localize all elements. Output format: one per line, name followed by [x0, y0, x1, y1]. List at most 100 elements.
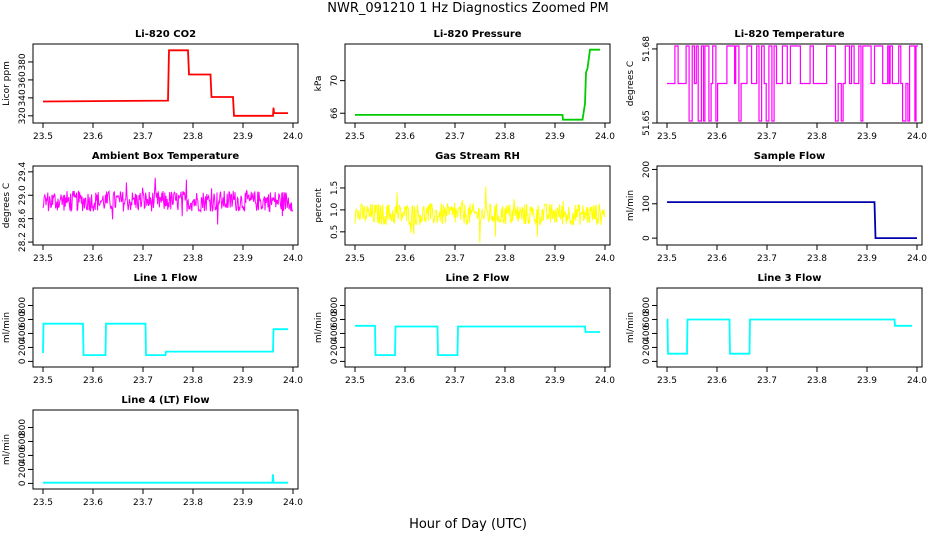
panel-co2: Li-820 CO2 Licor ppm 23.5 23.6 23.7 23.8 23.9 2… — [2, 29, 303, 142]
x-tick-label: 23.8 — [807, 254, 827, 264]
y-tick-label: 51.65 — [642, 110, 652, 136]
x-tick-label: 23.9 — [545, 132, 565, 142]
panel-line4: Line 4 (LT) Flow ml/min 23.5 23.6 23.7 23.8 23… — [2, 395, 303, 508]
x-tick-label: 23.7 — [445, 376, 465, 386]
y-axis-label: degrees C — [2, 183, 12, 228]
x-tick-label: 23.9 — [545, 376, 565, 386]
y-axis-label: ml/min — [626, 312, 636, 343]
x-tick-label: 23.7 — [445, 254, 465, 264]
plot-frame — [32, 43, 299, 124]
plot-title: Li-820 CO2 — [135, 29, 196, 40]
x-tick-label: 23.6 — [83, 376, 103, 386]
x-tick-label: 23.8 — [495, 132, 515, 142]
x-tick-label: 23.7 — [445, 132, 465, 142]
x-tick-label: 23.5 — [33, 498, 53, 508]
y-axis-label: percent — [314, 188, 324, 223]
x-tick-label: 23.5 — [657, 254, 677, 264]
plot-title: Sample Flow — [754, 151, 826, 162]
series-line — [355, 324, 600, 357]
panel-temperature: Li-820 Temperature degrees C 23.5 23.6 23.7 2… — [626, 29, 927, 142]
x-tick-label: 23.8 — [183, 376, 203, 386]
y-axis-label: ml/min — [626, 190, 636, 221]
x-tick-label: 23.6 — [395, 376, 415, 386]
x-tick-label: 23.7 — [133, 376, 153, 386]
x-tick-label: 23.8 — [807, 132, 827, 142]
y-tick-label: 400 — [18, 325, 28, 342]
y-tick-label: 200 — [18, 461, 28, 478]
x-tick-label: 23.9 — [545, 254, 565, 264]
series-line — [355, 48, 600, 121]
x-tick-label: 23.9 — [857, 132, 877, 142]
x-tick-label: 24.0 — [283, 132, 303, 142]
y-tick-label: 320 — [18, 107, 28, 124]
plot-title: Gas Stream RH — [435, 151, 520, 162]
plot-frame — [32, 287, 299, 368]
x-tick-label: 23.5 — [33, 376, 53, 386]
y-tick-label: 0 — [18, 480, 28, 486]
y-tick-label: 360 — [18, 71, 28, 88]
y-tick-label: 0 — [330, 358, 340, 364]
x-tick-label: 23.8 — [183, 132, 203, 142]
y-axis-label: degrees C — [626, 61, 636, 106]
x-tick-label: 23.6 — [395, 254, 415, 264]
series-line — [42, 177, 294, 225]
y-tick-label: 380 — [18, 53, 28, 70]
plot-title: Line 1 Flow — [134, 273, 198, 284]
x-tick-label: 23.6 — [707, 254, 727, 264]
y-tick-label: 800 — [18, 297, 28, 314]
panel-pressure: Li-820 Pressure kPa 23.5 23.6 23.7 23.8 23.9 24… — [314, 29, 615, 142]
y-tick-label: 29.4 — [18, 162, 28, 182]
x-tick-label: 23.7 — [757, 254, 777, 264]
y-tick-label: 100 — [642, 195, 652, 212]
y-tick-label: 0 — [18, 358, 28, 364]
x-tick-label: 23.9 — [233, 376, 253, 386]
x-tick-label: 23.5 — [657, 132, 677, 142]
y-tick-label: 200 — [642, 161, 652, 178]
x-tick-label: 23.5 — [345, 376, 365, 386]
plot-title: Line 2 Flow — [446, 273, 510, 284]
series-line — [666, 318, 912, 355]
y-axis-label: Licor ppm — [2, 61, 12, 106]
x-tick-label: 23.7 — [757, 132, 777, 142]
panel-box-temp: Ambient Box Temperature degrees C 23.5 23.6… — [2, 151, 303, 264]
plot-frame — [656, 287, 923, 368]
panel-line3: Line 3 Flow ml/min 23.5 23.6 23.7 23.8 23.9 24.… — [626, 273, 927, 386]
y-tick-label: 51.68 — [642, 36, 652, 62]
y-tick-label: 200 — [18, 339, 28, 356]
y-tick-label: 600 — [330, 311, 340, 328]
x-tick-label: 23.8 — [183, 498, 203, 508]
y-tick-label: 600 — [642, 311, 652, 328]
y-axis-label: kPa — [314, 76, 324, 92]
panel-rh: Gas Stream RH percent 23.5 23.6 23.7 23.8 23.9… — [314, 151, 615, 264]
series-line — [42, 49, 288, 117]
plot-frame — [32, 409, 299, 490]
x-tick-label: 24.0 — [907, 376, 927, 386]
y-tick-label: 1.0 — [330, 202, 340, 217]
x-tick-label: 24.0 — [283, 254, 303, 264]
x-tick-label: 23.8 — [495, 254, 515, 264]
plot-frame — [344, 165, 611, 246]
x-tick-label: 23.6 — [707, 132, 727, 142]
plot-title: Line 3 Flow — [758, 273, 822, 284]
series-line — [667, 45, 918, 122]
y-tick-label: 400 — [330, 325, 340, 342]
series-line — [354, 186, 606, 243]
x-tick-label: 23.7 — [133, 498, 153, 508]
y-tick-label: 800 — [330, 297, 340, 314]
series-line — [667, 201, 917, 240]
y-tick-label: 28.6 — [18, 208, 28, 228]
series-line — [43, 474, 288, 484]
plot-frame — [656, 43, 923, 124]
y-tick-label: 0 — [642, 358, 652, 364]
x-tick-label: 24.0 — [907, 132, 927, 142]
y-tick-label: 29.0 — [18, 185, 28, 205]
x-tick-label: 24.0 — [595, 376, 615, 386]
panel-line2: Line 2 Flow ml/min 23.5 23.6 23.7 23.8 23.9 24.… — [314, 273, 615, 386]
y-tick-label: 400 — [642, 325, 652, 342]
x-tick-label: 23.9 — [857, 376, 877, 386]
x-tick-label: 23.5 — [657, 376, 677, 386]
y-tick-label: 200 — [642, 339, 652, 356]
x-tick-label: 23.5 — [345, 254, 365, 264]
y-tick-label: 340 — [18, 89, 28, 106]
x-tick-label: 23.8 — [807, 376, 827, 386]
